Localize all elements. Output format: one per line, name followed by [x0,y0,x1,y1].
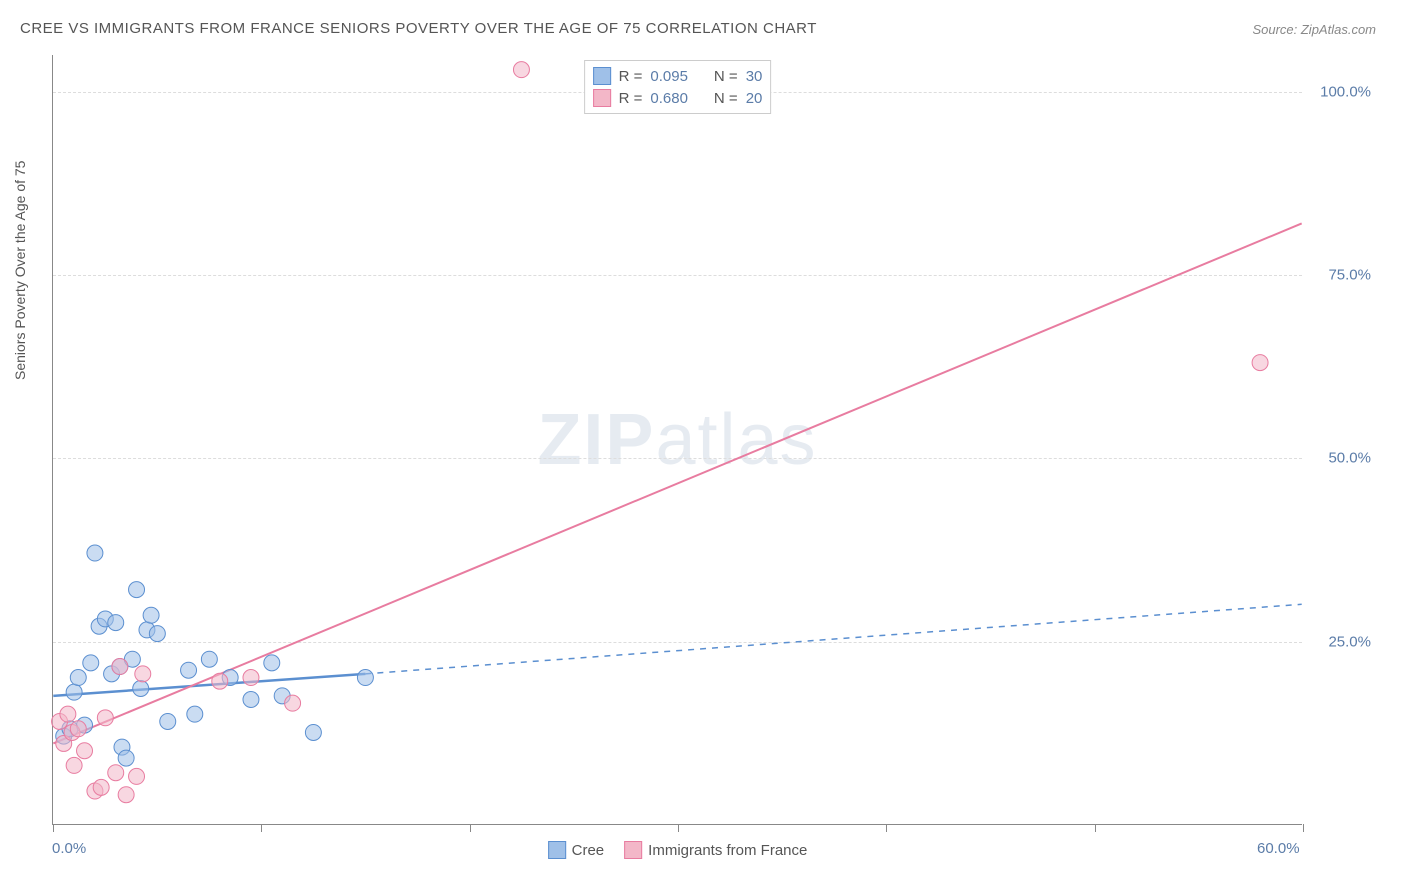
y-tick-label: 25.0% [1328,633,1371,650]
x-tick [1303,824,1304,832]
data-point [87,545,103,561]
legend-swatch [624,841,642,859]
data-point [1252,355,1268,371]
data-point [118,750,134,766]
y-tick-label: 100.0% [1320,83,1371,100]
data-point [83,655,99,671]
data-point [149,626,165,642]
data-point [285,695,301,711]
legend-series-item: Immigrants from France [624,841,807,859]
legend-correlation: R = 0.095 N = 30 R = 0.680 N = 20 [584,60,772,114]
x-tick-label: 60.0% [1257,840,1300,857]
legend-swatch [548,841,566,859]
data-point [212,673,228,689]
data-point [108,765,124,781]
data-point [112,659,128,675]
x-tick [470,824,471,832]
x-tick [53,824,54,832]
data-point [77,743,93,759]
x-tick [261,824,262,832]
data-point [60,706,76,722]
data-point [187,706,203,722]
legend-series-label: Cree [572,842,605,859]
data-point [181,662,197,678]
x-tick-label: 0.0% [52,840,86,857]
legend-series: Cree Immigrants from France [548,841,808,859]
y-axis-label: Seniors Poverty Over the Age of 75 [12,161,28,380]
legend-row: R = 0.095 N = 30 [593,65,763,87]
legend-n-label: N = [714,90,738,107]
legend-n-label: N = [714,68,738,85]
data-point [243,670,259,686]
data-point [357,670,373,686]
trend-line [53,223,1301,743]
y-tick-label: 75.0% [1328,267,1371,284]
data-point [70,721,86,737]
data-point [243,692,259,708]
data-point [129,582,145,598]
legend-swatch [593,89,611,107]
data-point [93,779,109,795]
chart-svg [53,55,1302,824]
data-point [97,710,113,726]
legend-swatch [593,67,611,85]
data-point [108,615,124,631]
legend-n-value: 30 [746,68,763,85]
data-point [66,684,82,700]
data-point [264,655,280,671]
legend-r-label: R = [619,90,643,107]
data-point [513,62,529,78]
legend-series-item: Cree [548,841,605,859]
plot-area: ZIPatlas R =0.095N =30R =0.680N =20 Cree… [52,55,1302,825]
legend-series-label: Immigrants from France [648,842,807,859]
data-point [143,607,159,623]
chart-title: CREE VS IMMIGRANTS FROM FRANCE SENIORS P… [20,20,817,37]
trend-line-dashed [365,604,1301,674]
data-point [133,681,149,697]
data-point [118,787,134,803]
source-label: Source: ZipAtlas.com [1252,22,1376,37]
x-tick [886,824,887,832]
trend-line [53,674,365,696]
data-point [129,768,145,784]
legend-row: R = 0.680 N = 20 [593,87,763,109]
data-point [66,757,82,773]
x-tick [678,824,679,832]
legend-r-label: R = [619,68,643,85]
legend-r-value: 0.095 [650,68,688,85]
data-point [305,724,321,740]
legend-r-value: 0.680 [650,90,688,107]
data-point [70,670,86,686]
data-point [160,713,176,729]
x-tick [1095,824,1096,832]
y-tick-label: 50.0% [1328,450,1371,467]
data-point [135,666,151,682]
legend-n-value: 20 [746,90,763,107]
data-point [201,651,217,667]
